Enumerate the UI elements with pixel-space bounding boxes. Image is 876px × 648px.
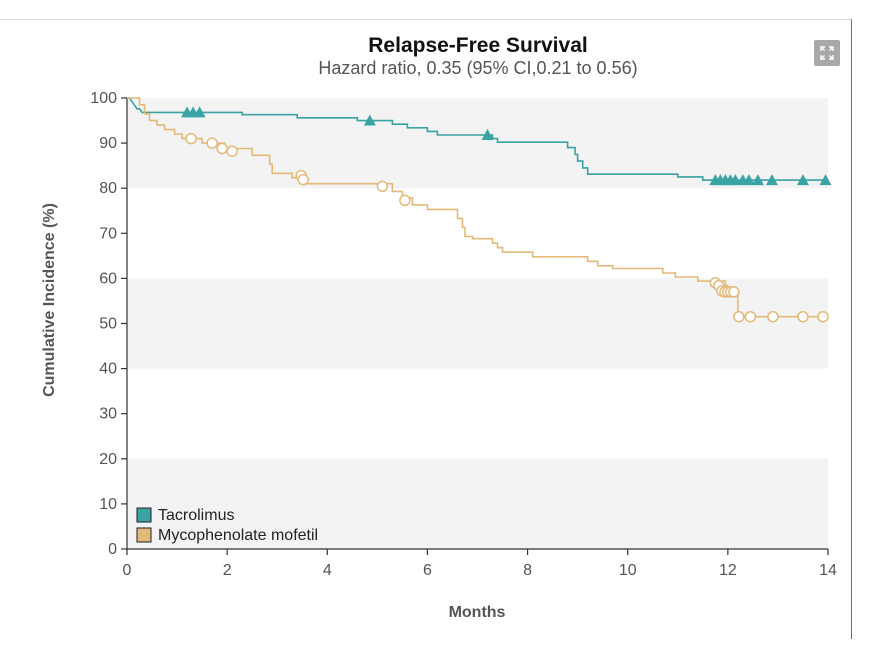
y-tick-label: 40 <box>99 361 117 378</box>
y-tick-label: 0 <box>108 541 117 558</box>
censor-marker <box>363 114 376 126</box>
censor-marker <box>206 137 218 149</box>
background-bands <box>127 98 828 549</box>
censor-marker <box>216 142 228 155</box>
censor-marker <box>729 174 742 186</box>
series-tacrolimus <box>127 97 832 186</box>
y-tick-label: 60 <box>99 270 117 287</box>
x-tick-label: 4 <box>323 562 332 579</box>
censor-marker <box>376 180 389 193</box>
censor-marker <box>733 310 745 323</box>
x-tick-label: 8 <box>523 562 532 579</box>
x-tick-label: 0 <box>123 562 132 579</box>
legend: Tacrolimus Mycophenolate mofetil <box>136 507 318 544</box>
censor-marker <box>744 310 757 323</box>
frame-top-border <box>0 19 851 20</box>
series-layer <box>127 97 832 323</box>
censor-marker <box>819 174 832 186</box>
y-tick-label: 70 <box>99 225 117 242</box>
censor-marker <box>297 173 310 186</box>
x-tick-label: 6 <box>423 562 432 579</box>
y-tick-label: 90 <box>99 135 117 152</box>
y-tick-label: 50 <box>99 316 117 333</box>
x-tick-label: 12 <box>719 562 737 579</box>
legend-swatch <box>136 527 152 543</box>
survival-line <box>127 97 828 318</box>
censor-marker <box>751 174 764 186</box>
censor-marker <box>817 310 829 323</box>
censor-marker <box>193 106 206 118</box>
background-band <box>127 278 828 369</box>
censor-marker <box>765 174 778 186</box>
censor-marker <box>796 174 809 186</box>
axes: 0 10 20 30 40 50 60 70 80 90 100 0 2 4 6 8 10 12 14 <box>90 90 837 579</box>
background-band <box>127 98 828 189</box>
expand-icon <box>820 46 834 60</box>
series-mycophenolate <box>127 97 829 323</box>
x-tick-label: 10 <box>619 562 637 579</box>
censor-marker <box>399 194 411 207</box>
chart-subtitle: Hazard ratio, 0.35 (95% CI,0.21 to 0.56) <box>318 58 638 78</box>
chart-title: Relapse-Free Survival <box>368 34 588 57</box>
censor-marker <box>226 145 238 157</box>
y-tick-label: 100 <box>90 90 117 107</box>
y-tick-label: 20 <box>99 451 117 468</box>
censor-marker <box>185 132 197 145</box>
y-tick-label: 30 <box>99 406 117 423</box>
background-band <box>127 458 828 549</box>
censor-marker <box>767 310 779 323</box>
y-tick-label: 10 <box>99 496 117 513</box>
legend-label: Mycophenolate mofetil <box>158 527 318 544</box>
x-tick-label: 14 <box>819 562 837 579</box>
censor-marker <box>797 310 809 323</box>
censor-marker <box>742 174 755 186</box>
censor-marker <box>728 286 740 298</box>
x-tick-label: 2 <box>223 562 232 579</box>
censor-marker <box>481 128 494 140</box>
expand-button[interactable] <box>814 40 840 66</box>
legend-label: Tacrolimus <box>158 507 234 524</box>
x-axis-label: Months <box>449 604 506 621</box>
y-tick-label: 80 <box>99 180 117 197</box>
y-axis-label: Cumulative Incidence (%) <box>41 203 58 397</box>
frame-right-border <box>851 19 852 639</box>
legend-swatch <box>136 507 152 523</box>
